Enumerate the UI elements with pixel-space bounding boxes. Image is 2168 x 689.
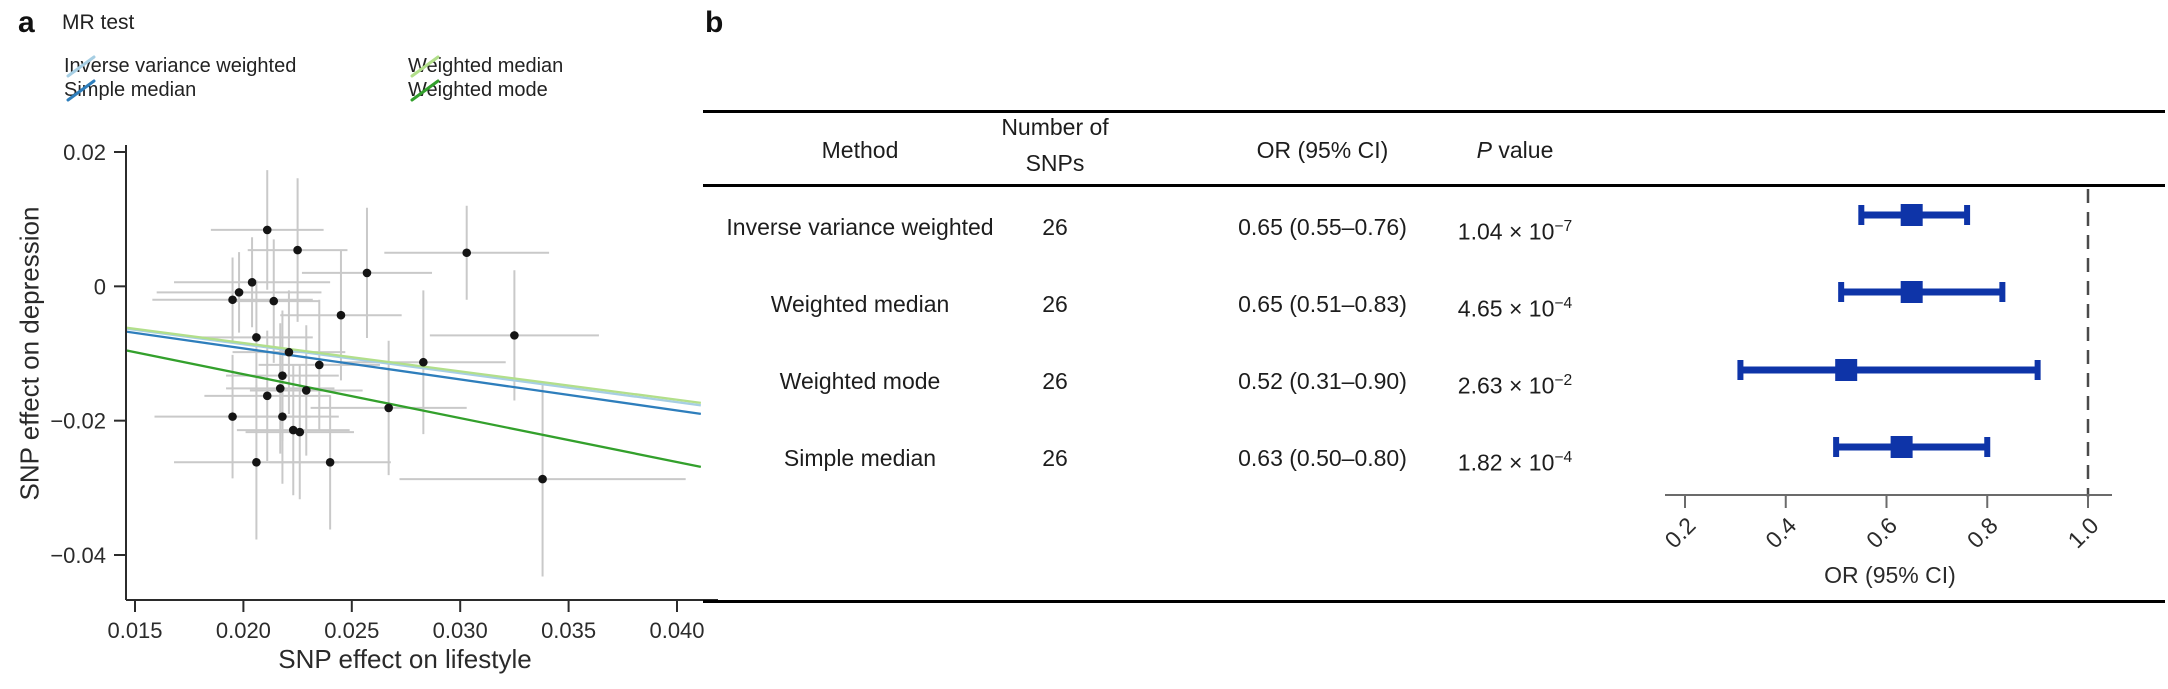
scatter-point [314, 360, 324, 370]
scatter-point [362, 268, 372, 278]
or-ci-cell: 0.65 (0.51–0.83) [1238, 291, 1407, 317]
legend-label: Inverse variance weighted [64, 54, 297, 77]
scatter-point [278, 412, 287, 421]
legend-item-ivw: Inverse variance weighted [64, 52, 296, 80]
legend-label: Weighted median [408, 54, 564, 77]
scatter-point [510, 331, 519, 340]
ivw-line-swatch-icon [66, 55, 96, 78]
scatter-point [538, 474, 547, 484]
scatter-point [228, 295, 237, 305]
scatter-point [234, 288, 244, 297]
column-header-number-of-snps: Number of SNPs [1001, 114, 1109, 176]
scatter-point [336, 310, 346, 320]
panel-b-label: b [705, 6, 724, 39]
method-cell: Simple median [783, 445, 937, 471]
column-header-method: Method [821, 137, 899, 163]
or-ci-cell: 0.63 (0.50–0.80) [1238, 445, 1407, 471]
scatter-point [228, 412, 237, 421]
method-cell: Weighted median [770, 291, 950, 317]
or-point-square [1835, 359, 1858, 381]
or-ci-cell: 0.65 (0.55–0.76) [1238, 214, 1407, 240]
scatter-point [262, 391, 272, 401]
n-snps-cell: 26 [1042, 291, 1068, 317]
p-value-cell: 4.65 × 10−4 [1457, 295, 1573, 322]
x-axis-tick-label: 0.020 [216, 618, 271, 643]
forest-axis-tick-label: 0.2 [1660, 512, 1701, 553]
n-snps-cell: 26 [1042, 368, 1068, 394]
scatter-point [252, 333, 261, 342]
scatter-point [278, 371, 287, 380]
forest-axis-tick-label: 0.4 [1760, 512, 1801, 553]
y-axis-label: SNP effect on depression [14, 206, 45, 501]
y-axis-tick-label: 0 [94, 274, 106, 299]
column-header-p-value: P value [1476, 137, 1554, 163]
x-axis-tick-label: 0.040 [649, 618, 704, 643]
method-cell: Weighted mode [779, 368, 941, 394]
scatter-point [275, 384, 285, 393]
regression-line [126, 330, 702, 416]
weighted-mode-line-swatch-icon [410, 79, 440, 102]
legend-item-simple-median: Simple median [64, 76, 196, 104]
weighted-median-line-swatch-icon [410, 55, 440, 78]
forest-plot: 0.2 0.4 0.6 0.8 1.0 [1660, 189, 2112, 553]
y-axis-tick-label: −0.02 [50, 409, 106, 434]
method-cell: Inverse variance weighted [726, 214, 994, 240]
p-value-cell: 1.82 × 10−4 [1457, 449, 1573, 476]
scatter-point [301, 386, 311, 395]
legend-label: Weighted mode [408, 78, 548, 101]
scatter-point [252, 458, 261, 467]
p-value-cell: 1.04 × 10−7 [1457, 218, 1573, 245]
scatter-point [247, 278, 257, 287]
scatter-point [293, 245, 302, 255]
forest-axis-tick-label: 1.0 [2063, 512, 2104, 553]
y-axis-tick-label: −0.04 [50, 543, 106, 568]
n-snps-cell: 26 [1042, 214, 1068, 240]
legend-title: MR test [62, 11, 135, 34]
scatter-point [288, 425, 298, 435]
scatter-point [384, 403, 393, 413]
or-point-square [1900, 204, 1923, 226]
simple-median-line-swatch-icon [66, 79, 96, 102]
forest-axis-tick-label: 0.6 [1861, 512, 1902, 553]
or-point-square [1890, 436, 1913, 458]
scatter-plot: 0.020−0.02−0.040.015 0.020 0.025 0.030 0.035… [50, 140, 718, 643]
table-rule-bottom [703, 600, 2165, 603]
legend-item-weighted-median: Weighted median [408, 52, 563, 80]
legend-label: Simple median [64, 78, 197, 101]
scatter-point [325, 458, 335, 467]
x-axis-tick-label: 0.035 [541, 618, 596, 643]
table-rule-header [703, 184, 2165, 187]
or-ci-cell: 0.52 (0.31–0.90) [1238, 368, 1407, 394]
y-axis-tick-label: 0.02 [63, 140, 106, 165]
n-snps-cell: 26 [1042, 445, 1068, 471]
legend-item-weighted-mode: Weighted mode [408, 76, 548, 104]
x-axis-label: SNP effect on lifestyle [278, 644, 532, 674]
forest-axis-tick-label: 0.8 [1962, 512, 2003, 553]
regression-line [126, 349, 702, 469]
x-axis-tick-label: 0.025 [324, 618, 379, 643]
or-point-square [1900, 281, 1923, 303]
scatter-point [462, 248, 472, 258]
scatter-point [262, 225, 272, 235]
x-axis-tick-label: 0.030 [433, 618, 488, 643]
scatter-point [269, 296, 279, 306]
forest-x-axis-label: OR (95% CI) [1824, 562, 1956, 588]
table-rule-top [703, 110, 2165, 113]
x-axis-tick-label: 0.015 [107, 618, 162, 643]
scatter-point [284, 347, 294, 357]
regression-line [126, 326, 701, 404]
scatter-point [419, 357, 428, 367]
column-header-or-ci: OR (95% CI) [1256, 137, 1389, 163]
panel-a-label: a [18, 6, 35, 39]
p-value-cell: 2.63 × 10−2 [1457, 372, 1573, 399]
scatter-point [295, 427, 305, 437]
